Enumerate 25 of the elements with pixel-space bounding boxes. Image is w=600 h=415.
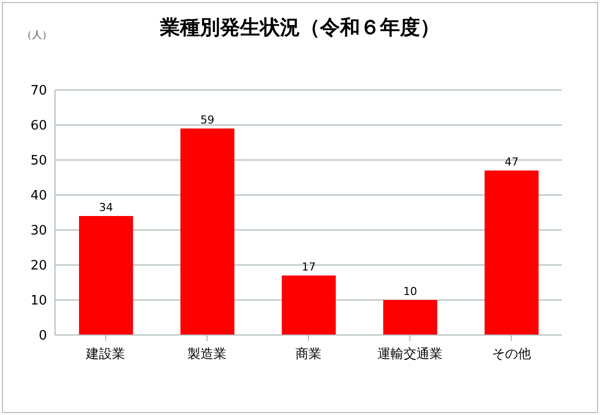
y-tick-label: 40 (30, 188, 47, 204)
data-label: 34 (99, 201, 113, 214)
x-tick-label: その他 (492, 347, 531, 362)
x-tick-label: 製造業 (188, 347, 227, 362)
data-label: 59 (200, 114, 214, 126)
bar (383, 300, 438, 335)
x-tick-label: 建設業 (85, 347, 126, 362)
bar (282, 276, 336, 335)
y-tick-label: 70 (30, 84, 47, 99)
y-tick-label: 60 (30, 118, 47, 134)
y-tick-label: 0 (38, 328, 47, 344)
bar (484, 170, 539, 335)
data-label: 17 (302, 260, 316, 274)
data-label: 47 (504, 156, 519, 168)
bar (79, 216, 133, 335)
data-label: 10 (403, 285, 418, 298)
chart-title: 業種別発生状況（令和６年度） (160, 15, 440, 39)
bar (180, 128, 234, 335)
x-tick-label: 運輸交通業 (377, 346, 442, 362)
y-tick-label: 20 (30, 258, 47, 274)
y-tick-label: 30 (30, 224, 47, 239)
y-axis-title: （人） (22, 29, 52, 42)
x-tick-label: 商業 (296, 347, 322, 362)
y-tick-label: 10 (30, 294, 47, 309)
y-tick-label: 50 (30, 154, 47, 169)
